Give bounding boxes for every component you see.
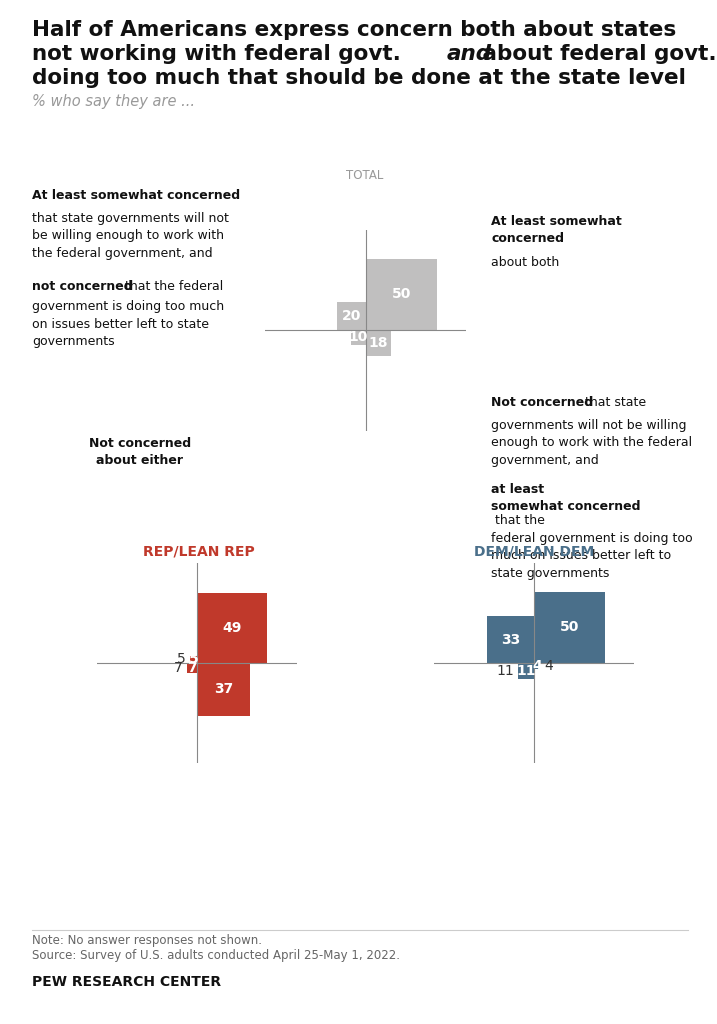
Text: not working with federal govt.: not working with federal govt.	[32, 44, 409, 65]
Text: governments will not be willing
enough to work with the federal
government, and: governments will not be willing enough t…	[491, 419, 693, 467]
Text: 49: 49	[222, 622, 242, 635]
Bar	[337, 301, 366, 330]
Bar	[487, 616, 534, 664]
Text: Half of Americans express concern both about states: Half of Americans express concern both a…	[32, 20, 677, 41]
Text: that state governments will not
be willing enough to work with
the federal gover: that state governments will not be willi…	[32, 212, 229, 260]
Text: and: and	[447, 44, 492, 65]
Text: not concerned: not concerned	[32, 280, 133, 293]
Text: 5: 5	[189, 652, 199, 667]
Bar	[190, 656, 197, 664]
Text: 20: 20	[341, 309, 361, 323]
Text: % who say they are ...: % who say they are ...	[32, 94, 195, 110]
Text: DEM/LEAN DEM: DEM/LEAN DEM	[474, 544, 594, 558]
Bar	[197, 593, 267, 664]
Text: PEW RESEARCH CENTER: PEW RESEARCH CENTER	[32, 975, 222, 989]
Bar	[366, 258, 437, 330]
Text: At least somewhat
concerned: At least somewhat concerned	[491, 215, 622, 245]
Text: 7: 7	[174, 662, 183, 675]
Bar	[534, 592, 605, 664]
Bar	[518, 664, 534, 679]
Text: 4: 4	[544, 658, 553, 673]
Text: Note: No answer responses not shown.: Note: No answer responses not shown.	[32, 934, 262, 947]
Text: 4: 4	[532, 658, 542, 673]
Bar	[187, 664, 197, 673]
Text: that the federal: that the federal	[121, 280, 224, 293]
Text: 50: 50	[391, 288, 412, 301]
Bar	[197, 664, 250, 716]
Text: at least
somewhat concerned: at least somewhat concerned	[491, 483, 641, 513]
Bar	[534, 664, 540, 669]
Text: 18: 18	[369, 336, 389, 350]
Text: TOTAL: TOTAL	[346, 169, 383, 182]
Text: about federal govt.: about federal govt.	[475, 44, 717, 65]
Text: At least somewhat concerned: At least somewhat concerned	[32, 189, 240, 203]
Text: 11: 11	[516, 664, 536, 678]
Text: 5: 5	[177, 652, 186, 667]
Text: Source: Survey of U.S. adults conducted April 25-May 1, 2022.: Source: Survey of U.S. adults conducted …	[32, 949, 400, 963]
Text: REP/LEAN REP: REP/LEAN REP	[143, 544, 255, 558]
Text: 50: 50	[560, 621, 579, 635]
Text: doing too much that should be done at the state level: doing too much that should be done at th…	[32, 68, 686, 88]
Text: that state: that state	[581, 396, 646, 410]
Text: 37: 37	[214, 682, 233, 696]
Text: Not concerned: Not concerned	[491, 396, 593, 410]
Text: about both: about both	[491, 256, 559, 269]
Text: that the
federal government is doing too
much on issues better left to
state gov: that the federal government is doing too…	[491, 514, 693, 580]
Text: 33: 33	[501, 633, 521, 646]
Text: 10: 10	[348, 331, 369, 344]
Bar	[351, 330, 366, 345]
Text: government is doing too much
on issues better left to state
governments: government is doing too much on issues b…	[32, 300, 224, 348]
Text: Not concerned
about either: Not concerned about either	[89, 437, 191, 467]
Bar	[366, 330, 391, 356]
Text: 7: 7	[187, 662, 197, 675]
Text: 11: 11	[496, 664, 514, 678]
